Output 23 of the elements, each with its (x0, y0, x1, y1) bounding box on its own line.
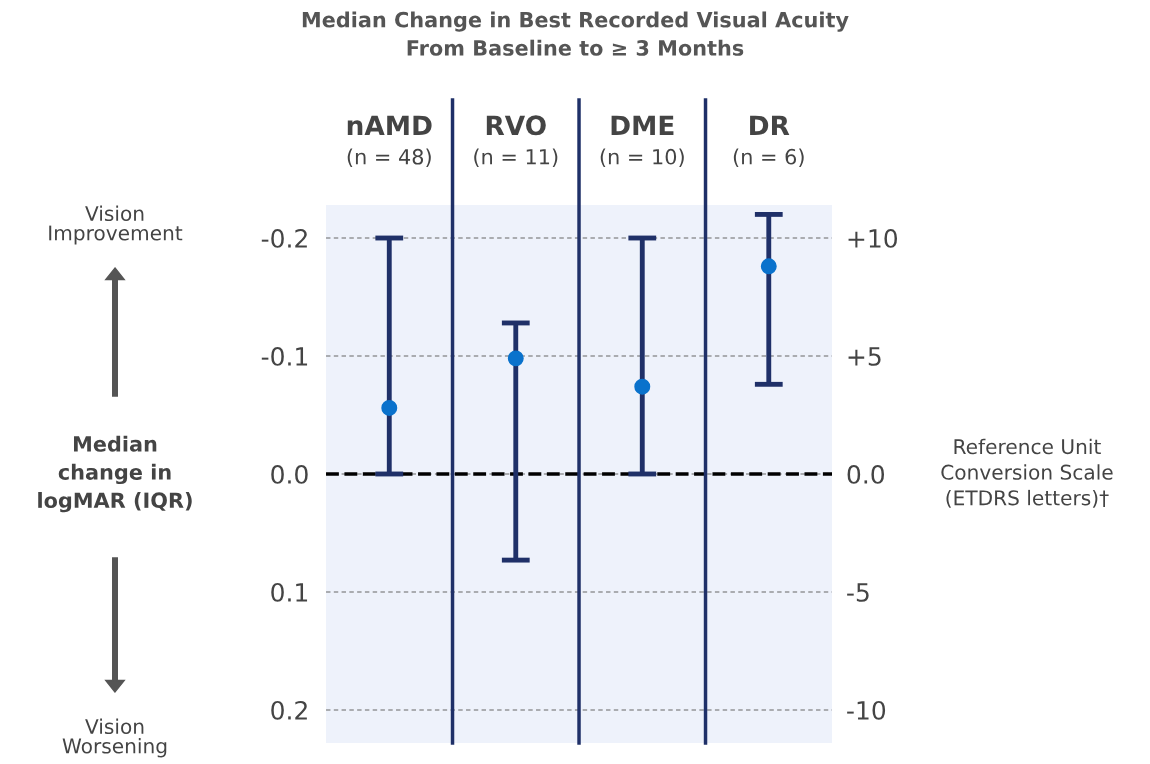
y-tick-label: -0.2 (261, 228, 307, 248)
y-tick-label: -0.1 (261, 346, 308, 366)
text: Vision Improvement (49, 205, 183, 245)
y2-tick-label: -10 (847, 700, 886, 720)
y2-tick-label: 0.0 (847, 464, 885, 484)
y2-tick-label: -5 (847, 583, 869, 602)
point (381, 399, 398, 416)
y-tick-label: 0.2 (271, 700, 307, 720)
x-tick-label: DME (n = 10) (600, 115, 684, 168)
y-tick-label: 0.0 (271, 464, 308, 484)
x-tick-label: nAMD (n = 48) (347, 115, 432, 168)
y2-tick-label: +5 (848, 347, 881, 366)
x-tick-label: DR (n = 6) (733, 115, 804, 168)
y2-tick-label: +10 (848, 228, 898, 248)
point (507, 350, 524, 367)
y-axis-title: Median change in logMAR (IQR) (38, 435, 192, 513)
y-tick-label: 0.1 (271, 582, 308, 602)
y2-axis-title: Reference Unit Conversion Scale (ETDRS letters)† (941, 438, 1113, 508)
point (634, 378, 651, 395)
text: Vision Worsening (62, 718, 167, 758)
chart-title: Median Change in Best Recorded Visual Acuity From Baseline to ≥ 3 Months (302, 11, 849, 56)
x-tick-label: RVO (n = 11) (474, 115, 558, 168)
point (760, 258, 777, 275)
